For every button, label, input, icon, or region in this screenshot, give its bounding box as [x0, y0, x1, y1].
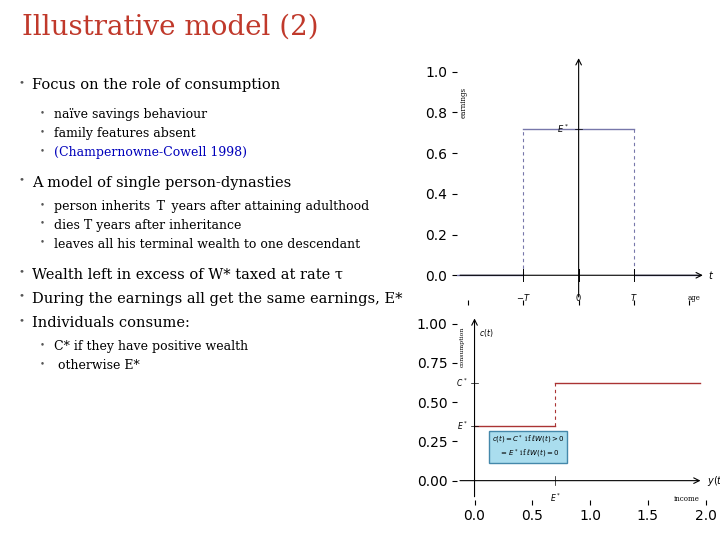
Text: age: age	[687, 294, 700, 302]
Text: •: •	[40, 340, 45, 349]
Text: income: income	[674, 495, 700, 503]
Text: $t$: $t$	[708, 269, 714, 281]
Text: A model of single person-dynasties: A model of single person-dynasties	[32, 176, 292, 190]
Text: •: •	[40, 200, 45, 209]
Text: •: •	[40, 108, 45, 117]
Text: $T$: $T$	[630, 292, 638, 302]
Text: leaves all his terminal wealth to one descendant: leaves all his terminal wealth to one de…	[54, 238, 360, 251]
Text: C* if they have positive wealth: C* if they have positive wealth	[54, 340, 248, 353]
Text: earnings: earnings	[460, 87, 468, 118]
Text: otherwise E*: otherwise E*	[54, 359, 140, 372]
Text: Individuals consume:: Individuals consume:	[32, 316, 190, 330]
Text: During the earnings all get the same earnings, E*: During the earnings all get the same ear…	[32, 292, 403, 306]
Text: person inherits  T  years after attaining adulthood: person inherits T years after attaining …	[54, 200, 369, 213]
Text: Illustrative model (2): Illustrative model (2)	[22, 14, 318, 40]
Text: •: •	[18, 292, 24, 301]
Text: Focus on the role of consumption: Focus on the role of consumption	[32, 78, 281, 92]
Text: •: •	[18, 267, 24, 276]
Text: $y(t)$: $y(t)$	[707, 474, 720, 488]
Text: $E^*$: $E^*$	[557, 123, 569, 135]
Text: •: •	[40, 219, 45, 228]
Text: •: •	[40, 127, 45, 136]
Text: •: •	[40, 238, 45, 247]
Text: dies T years after inheritance: dies T years after inheritance	[54, 219, 241, 232]
Text: 37: 37	[681, 519, 698, 532]
Text: $-T$: $-T$	[516, 292, 531, 302]
Text: $E^*$: $E^*$	[456, 420, 467, 432]
Text: $c(t)$: $c(t)$	[479, 327, 494, 339]
Text: $c(t){=}C^*$ if $\ell W(t){>}0$
$\;\;\;\;{=}E^*$ if $\ell W(t){=}0$: $c(t){=}C^*$ if $\ell W(t){>}0$ $\;\;\;\…	[492, 434, 564, 460]
Text: 06 February 2012: 06 February 2012	[14, 522, 103, 530]
Text: •: •	[18, 78, 24, 87]
Text: •: •	[40, 146, 45, 155]
Text: consumption: consumption	[459, 327, 464, 367]
Text: •: •	[40, 359, 45, 368]
Text: (Champernowne-Cowell 1998): (Champernowne-Cowell 1998)	[54, 146, 247, 159]
Text: •: •	[18, 316, 24, 325]
Text: Wealth left in excess of W* taxed at rate τ: Wealth left in excess of W* taxed at rat…	[32, 267, 343, 281]
Text: •: •	[18, 176, 24, 185]
Text: Frank Cowell: EC426: Frank Cowell: EC426	[322, 522, 427, 530]
Text: naïve savings behaviour: naïve savings behaviour	[54, 108, 207, 121]
Text: family features absent: family features absent	[54, 127, 196, 140]
Text: $E^*$: $E^*$	[550, 491, 561, 504]
Text: $C^*$: $C^*$	[456, 377, 467, 389]
Text: $0$: $0$	[575, 292, 582, 302]
